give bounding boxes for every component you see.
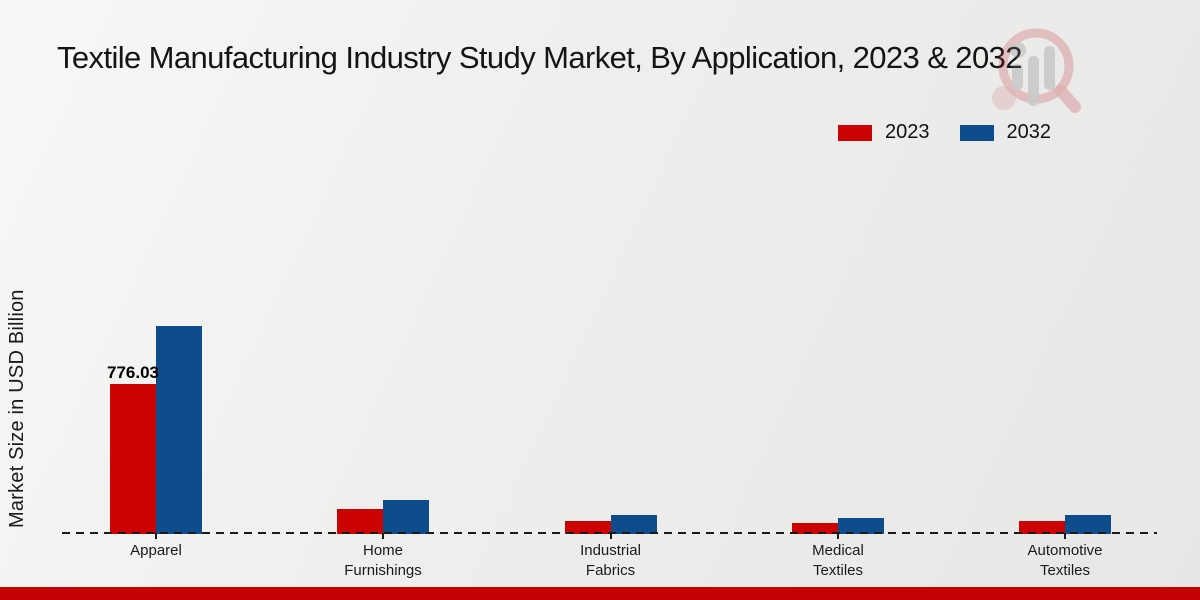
category-label-medical-textiles: Medical Textiles [812,542,864,579]
category-label-apparel: Apparel [130,542,182,559]
x-axis-tick [609,533,612,539]
legend-label-2023: 2023 [885,121,930,143]
x-axis-baseline [62,532,1157,534]
footer-accent-bar [0,587,1200,600]
bar-2023-home-furnishings [337,509,383,534]
legend-swatch-2023 [838,124,872,141]
bar-2032-home-furnishings [383,500,429,534]
category-label-home-furnishings: Home Furnishings [344,542,422,579]
category-label-automotive-textiles: Automotive Textiles [1027,542,1103,579]
bar-2032-industrial-fabrics [610,515,657,534]
magnifier-bar-chart-logo-icon [992,28,1081,113]
legend: 2023 2032 [838,121,1051,144]
legend-item-2023: 2023 [838,121,930,144]
y-axis-label: Market Size in USD Billion [6,289,28,529]
bar-2032-apparel [156,326,202,534]
x-axis-tick [382,533,384,539]
legend-swatch-2032 [959,124,994,141]
bar-2032-medical-textiles [838,518,884,534]
legend-item-2032: 2032 [959,121,1052,144]
chart-title: Textile Manufacturing Industry Study Mar… [57,40,1022,75]
legend-label-2032: 2032 [1006,121,1052,143]
bar-2023-medical-textiles [792,523,838,534]
bar-2023-automotive-textiles [1019,521,1065,534]
x-axis-tick [837,533,839,539]
category-label-industrial-fabrics: Industrial Fabrics [580,542,641,579]
bar-value-label: 776.03 [107,363,159,382]
x-axis-tick [155,533,157,539]
x-axis-tick [1064,533,1066,539]
bar-2023-industrial-fabrics [564,521,611,534]
logo-watermark [990,24,1082,120]
bar-2032-automotive-textiles [1065,515,1111,534]
bar-2023-apparel [110,384,156,534]
